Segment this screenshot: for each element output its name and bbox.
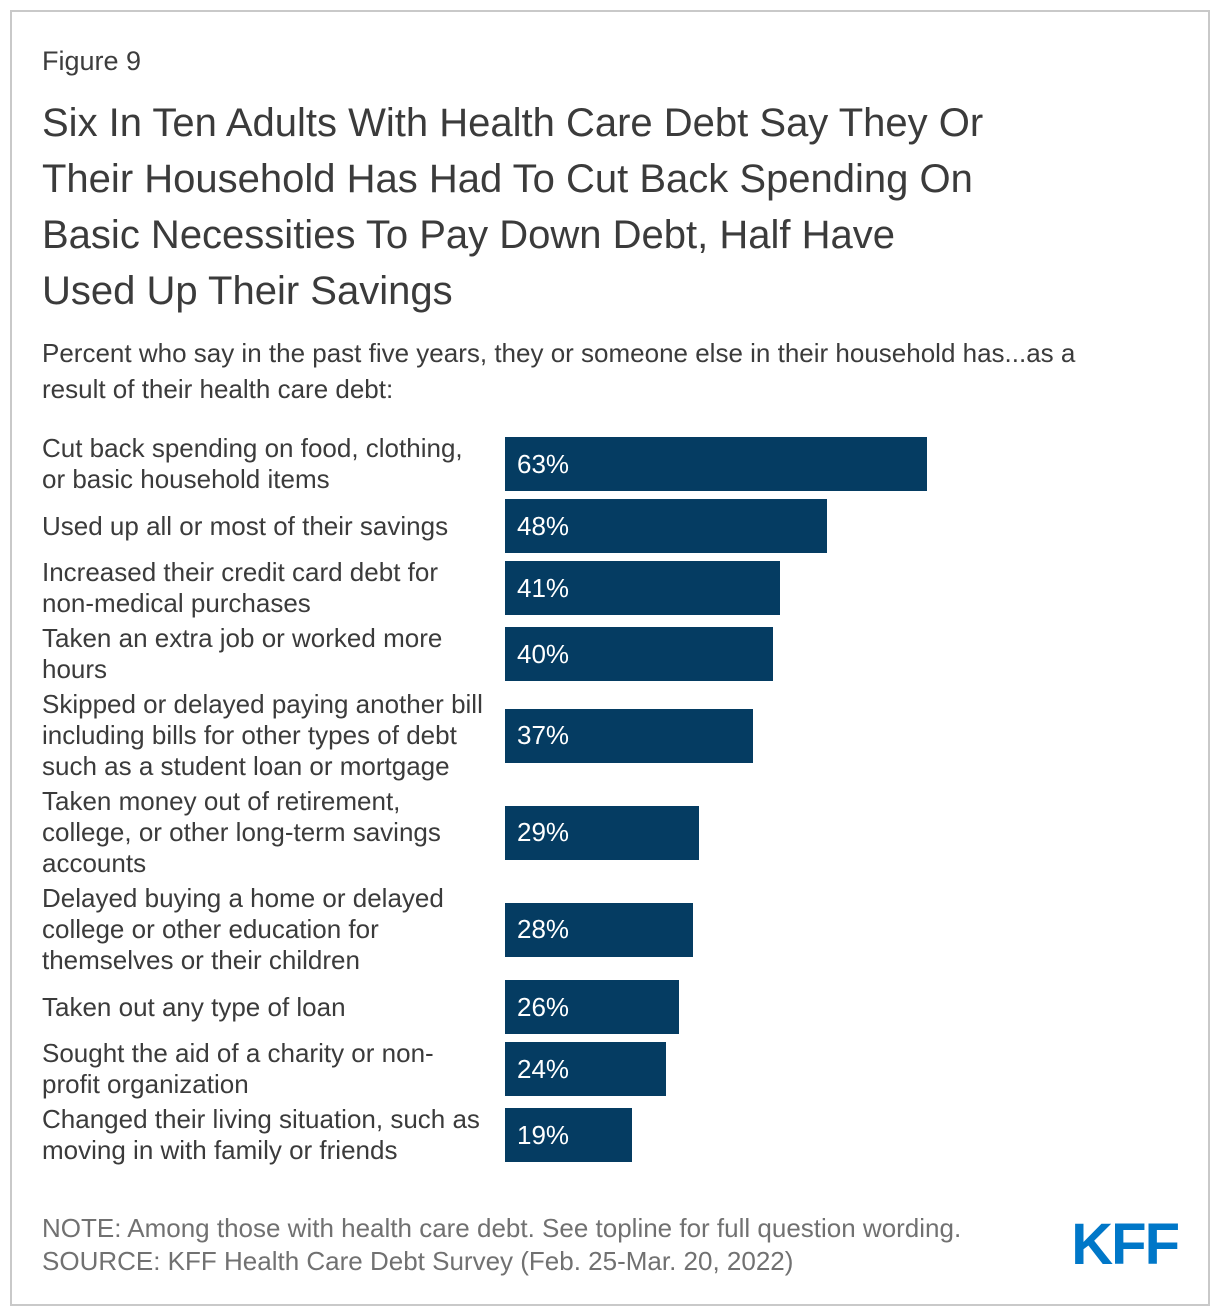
bar-area: 37%	[505, 708, 1178, 763]
bar-area: 24%	[505, 1042, 1178, 1096]
bar-value-label: 41%	[517, 572, 570, 603]
bar: 41%	[505, 561, 780, 615]
bar-value-label: 28%	[517, 914, 570, 944]
chart-row: Taken an extra job or worked more hours …	[42, 623, 1178, 685]
chart-row: Skipped or delayed paying another bill i…	[42, 689, 1178, 782]
bar-area: 63%	[505, 437, 1178, 491]
bar-value-label: 37%	[517, 720, 570, 750]
category-label: Taken out any type of loan	[42, 991, 346, 1022]
figure-card: Figure 9 Six In Ten Adults With Health C…	[10, 10, 1210, 1306]
bar-value-label: 19%	[517, 1119, 570, 1150]
bar-area: 26%	[505, 980, 1178, 1034]
figure-number: Figure 9	[42, 46, 142, 76]
category-label: Skipped or delayed paying another bill i…	[42, 689, 483, 781]
bar-chart: Cut back spending on food, clothing, or …	[42, 433, 1178, 1166]
chart-row: Increased their credit card debt for non…	[42, 557, 1178, 619]
note-text: NOTE: Among those with health care debt.…	[42, 1213, 962, 1243]
category-label: Cut back spending on food, clothing, or …	[42, 433, 463, 494]
bar: 28%	[505, 902, 693, 957]
figure-title: Six In Ten Adults With Health Care Debt …	[42, 101, 984, 313]
bar-value-label: 63%	[517, 448, 570, 479]
bar-area: 19%	[505, 1108, 1178, 1162]
bar-value-label: 26%	[517, 991, 570, 1022]
bar: 63%	[505, 437, 927, 491]
bar-area: 48%	[505, 499, 1178, 553]
category-label: Sought the aid of a charity or non- prof…	[42, 1038, 434, 1099]
category-label: Taken an extra job or worked more hours	[42, 623, 443, 684]
category-label: Changed their living situation, such as …	[42, 1104, 480, 1165]
bar: 37%	[505, 708, 753, 763]
figure-subtitle: Percent who say in the past five years, …	[42, 338, 1076, 404]
chart-row: Cut back spending on food, clothing, or …	[42, 433, 1178, 495]
bar: 40%	[505, 627, 773, 681]
kff-logo: KFF	[1071, 1212, 1180, 1277]
chart-row: Taken money out of retirement, college, …	[42, 786, 1178, 879]
bar-area: 28%	[505, 902, 1178, 957]
bar-area: 40%	[505, 627, 1178, 681]
category-label: Delayed buying a home or delayed college…	[42, 883, 444, 975]
chart-row: Changed their living situation, such as …	[42, 1104, 1178, 1166]
bar-area: 41%	[505, 561, 1178, 615]
category-label: Increased their credit card debt for non…	[42, 557, 438, 618]
chart-row: Delayed buying a home or delayed college…	[42, 883, 1178, 976]
bar: 19%	[505, 1108, 632, 1162]
bar-area: 29%	[505, 805, 1178, 860]
chart-row: Taken out any type of loan 26%	[42, 980, 1178, 1034]
category-label: Used up all or most of their savings	[42, 510, 449, 541]
chart-row: Used up all or most of their savings 48%	[42, 499, 1178, 553]
bar: 29%	[505, 805, 699, 860]
chart-row: Sought the aid of a charity or non- prof…	[42, 1038, 1178, 1100]
bar: 24%	[505, 1042, 666, 1096]
footnotes: NOTE: Among those with health care debt.…	[42, 1212, 961, 1278]
bar-value-label: 40%	[517, 638, 570, 669]
category-label: Taken money out of retirement, college, …	[42, 786, 441, 878]
bar: 26%	[505, 980, 679, 1034]
figure-footer: NOTE: Among those with health care debt.…	[42, 1212, 1180, 1278]
source-text: SOURCE: KFF Health Care Debt Survey (Feb…	[42, 1246, 794, 1276]
bar-value-label: 29%	[517, 817, 570, 847]
bar: 48%	[505, 499, 827, 553]
bar-value-label: 24%	[517, 1053, 570, 1084]
bar-value-label: 48%	[517, 510, 570, 541]
